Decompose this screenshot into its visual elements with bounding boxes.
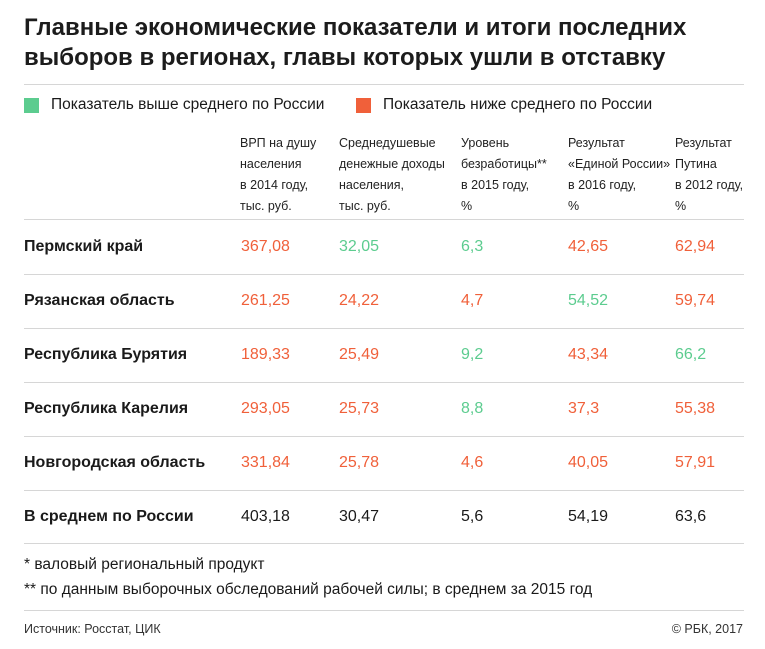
- table-cell: 25,78: [339, 454, 380, 471]
- table-cell: 25,49: [339, 346, 380, 363]
- legend-label-below: Показатель ниже среднего по России: [383, 96, 653, 113]
- table-cell: 4,7: [461, 292, 484, 309]
- table-cell: 40,05: [568, 454, 609, 471]
- table-bottom-divider: [24, 543, 744, 544]
- footnote-unemployment: ** по данным выборочных обследований раб…: [24, 581, 593, 598]
- table-cell: 9,2: [461, 346, 484, 363]
- table-cell: 37,3: [568, 400, 600, 417]
- column-header-line: Результат: [675, 136, 732, 150]
- column-header-line: Путина: [675, 157, 717, 171]
- column-header-line: Среднедушевые: [339, 136, 436, 150]
- row-label: Республика Карелия: [24, 400, 189, 417]
- legend-item-above: Показатель выше среднего по России: [24, 96, 324, 114]
- legend-swatch-below: [356, 97, 371, 113]
- footnote-grp: * валовый региональный продукт: [24, 556, 265, 573]
- table-cell: 4,6: [461, 454, 484, 471]
- row-label: Новгородская область: [24, 454, 206, 471]
- column-header-line: безработицы**: [461, 157, 547, 171]
- column-header-line: %: [461, 199, 473, 213]
- table-cell: 66,2: [675, 346, 707, 363]
- table-cell: 5,6: [461, 508, 484, 525]
- copyright: © РБК, 2017: [671, 622, 743, 636]
- footer-divider: [24, 610, 744, 611]
- column-header-line: тыс. руб.: [240, 199, 292, 213]
- column-header-line: в 2016 году,: [568, 178, 637, 192]
- legend-label-above: Показатель выше среднего по России: [51, 96, 325, 113]
- column-header-line: Результат: [568, 136, 625, 150]
- header-divider: [24, 219, 744, 220]
- column-header-line: «Единой России»: [568, 157, 671, 171]
- row-label: В среднем по России: [24, 508, 194, 525]
- column-header-line: в 2015 году,: [461, 178, 530, 192]
- table-cell: 43,34: [568, 346, 609, 363]
- source-note: Источник: Росстат, ЦИК: [24, 622, 161, 636]
- column-header-line: населения,: [339, 178, 405, 192]
- table-cell: 55,38: [675, 400, 716, 417]
- table-cell: 63,6: [675, 508, 707, 525]
- column-header-united-russia: Результат «Единой России» в 2016 году, %: [568, 133, 670, 217]
- chart-title: Главные экономические показатели и итоги…: [24, 14, 687, 71]
- column-header-line: Уровень: [461, 136, 510, 150]
- column-header-income: Среднедушевые денежные доходы населения,…: [339, 133, 445, 217]
- column-header-line: населения: [240, 157, 302, 171]
- row-divider: [24, 328, 744, 329]
- table-cell: 62,94: [675, 238, 716, 255]
- row-label: Республика Бурятия: [24, 346, 188, 363]
- table-cell: 367,08: [241, 238, 290, 255]
- table-cell: 30,47: [339, 508, 380, 525]
- column-header-line: %: [675, 199, 687, 213]
- column-header-line: %: [568, 199, 580, 213]
- table-cell: 54,19: [568, 508, 609, 525]
- table-cell: 189,33: [241, 346, 290, 363]
- table-cell: 293,05: [241, 400, 290, 417]
- row-label: Пермский край: [24, 238, 144, 255]
- table-cell: 59,74: [675, 292, 716, 309]
- row-divider: [24, 490, 744, 491]
- title-divider: [24, 84, 744, 85]
- column-header-line: в 2014 году,: [240, 178, 309, 192]
- table-cell: 261,25: [241, 292, 290, 309]
- table-cell: 32,05: [339, 238, 380, 255]
- column-header-line: ВРП на душу: [240, 136, 317, 150]
- legend-item-below: Показатель ниже среднего по России: [356, 96, 652, 114]
- table-cell: 42,65: [568, 238, 609, 255]
- column-header-line: тыс. руб.: [339, 199, 391, 213]
- table-cell: 6,3: [461, 238, 484, 255]
- legend-swatch-above: [24, 97, 39, 113]
- table-cell: 331,84: [241, 454, 290, 471]
- column-header-putin: Результат Путина в 2012 году, %: [675, 133, 743, 217]
- column-header-unemployment: Уровень безработицы** в 2015 году, %: [461, 133, 547, 217]
- row-divider: [24, 382, 744, 383]
- table-cell: 54,52: [568, 292, 609, 309]
- table-cell: 25,73: [339, 400, 380, 417]
- table-cell: 8,8: [461, 400, 484, 417]
- row-divider: [24, 436, 744, 437]
- table-cell: 403,18: [241, 508, 290, 525]
- table-cell: 57,91: [675, 454, 716, 471]
- column-header-line: денежные доходы: [339, 157, 445, 171]
- table-cell: 24,22: [339, 292, 380, 309]
- row-label: Рязанская область: [24, 292, 175, 309]
- row-divider: [24, 274, 744, 275]
- column-header-grp: ВРП на душу населения в 2014 году, тыс. …: [240, 133, 316, 217]
- column-header-line: в 2012 году,: [675, 178, 744, 192]
